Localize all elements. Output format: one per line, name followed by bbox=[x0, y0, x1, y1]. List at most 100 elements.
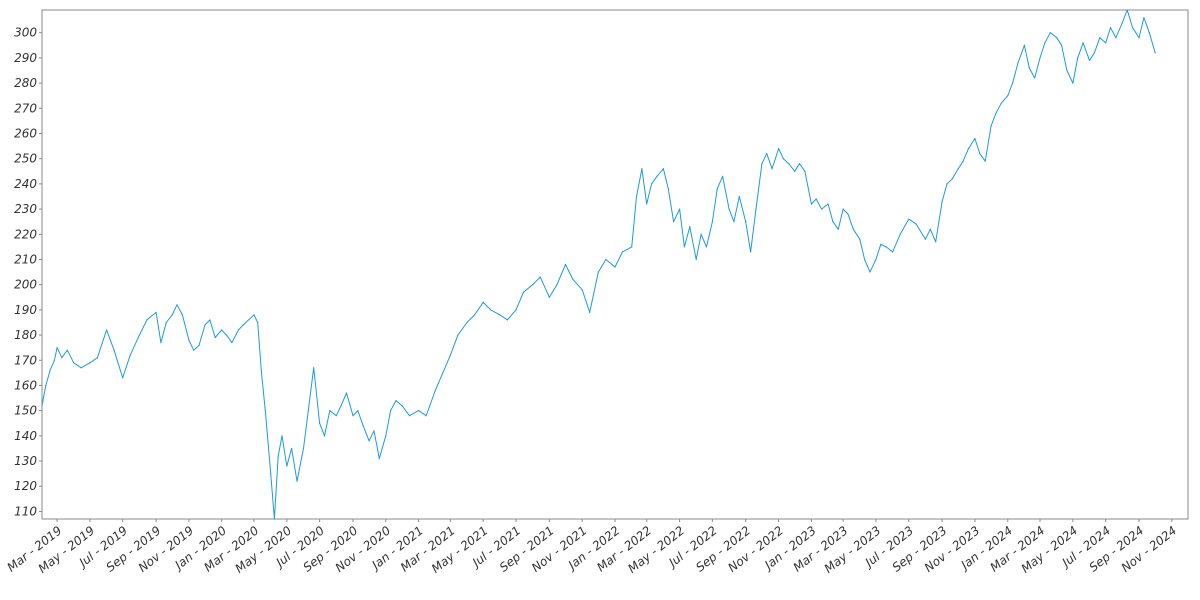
data-point bbox=[237, 329, 239, 331]
data-point bbox=[689, 226, 691, 228]
data-point bbox=[749, 251, 752, 253]
y-tick-label: 240 bbox=[14, 177, 37, 191]
data-point bbox=[974, 137, 976, 140]
data-point bbox=[1105, 42, 1107, 44]
y-tick-label: 250 bbox=[14, 152, 37, 166]
data-point bbox=[401, 405, 403, 407]
data-point bbox=[798, 163, 801, 165]
data-point bbox=[248, 319, 250, 321]
data-point bbox=[656, 175, 658, 177]
y-tick-label: 290 bbox=[14, 51, 37, 65]
data-point bbox=[995, 112, 997, 114]
data-point bbox=[1077, 57, 1079, 59]
data-point bbox=[1066, 69, 1068, 72]
data-point bbox=[967, 147, 970, 150]
data-point bbox=[788, 163, 790, 165]
data-point bbox=[722, 175, 724, 177]
data-point bbox=[766, 153, 768, 155]
data-point bbox=[794, 170, 796, 172]
data-point bbox=[847, 213, 849, 215]
data-point bbox=[1049, 32, 1051, 34]
data-point bbox=[357, 410, 359, 412]
data-point bbox=[221, 329, 223, 331]
data-point bbox=[1039, 57, 1041, 59]
data-point bbox=[597, 271, 599, 273]
data-point bbox=[231, 342, 233, 344]
data-point bbox=[815, 198, 817, 200]
data-point bbox=[340, 405, 342, 407]
data-point bbox=[683, 246, 686, 248]
data-point bbox=[832, 221, 834, 223]
data-point bbox=[641, 168, 643, 170]
data-point bbox=[242, 324, 244, 326]
data-point bbox=[171, 314, 173, 316]
data-point bbox=[408, 415, 411, 417]
data-point bbox=[589, 311, 591, 313]
data-point bbox=[705, 246, 708, 248]
data-point bbox=[929, 228, 931, 230]
data-point bbox=[556, 284, 558, 286]
data-point bbox=[56, 347, 58, 349]
data-point bbox=[390, 410, 392, 412]
data-point bbox=[1148, 32, 1150, 34]
data-point bbox=[490, 309, 492, 311]
data-point bbox=[869, 271, 871, 273]
data-point bbox=[885, 246, 887, 248]
data-point bbox=[880, 243, 882, 245]
data-point bbox=[1154, 52, 1156, 54]
series-0 bbox=[41, 9, 1156, 520]
data-point bbox=[650, 183, 653, 185]
y-tick-label: 300 bbox=[14, 26, 37, 40]
y-tick-label: 200 bbox=[14, 278, 37, 292]
y-tick-label: 130 bbox=[14, 454, 37, 468]
data-point bbox=[291, 447, 293, 450]
data-point bbox=[745, 221, 747, 223]
data-point bbox=[253, 314, 255, 316]
data-point bbox=[572, 279, 574, 281]
y-tick-label: 230 bbox=[14, 202, 37, 216]
data-point bbox=[810, 203, 812, 205]
data-point bbox=[728, 208, 730, 210]
data-point bbox=[915, 223, 917, 225]
data-point bbox=[539, 276, 541, 278]
data-point bbox=[673, 221, 675, 223]
data-point bbox=[122, 377, 124, 379]
data-point bbox=[66, 349, 68, 351]
data-point bbox=[165, 321, 167, 324]
data-point bbox=[1017, 62, 1019, 64]
data-point bbox=[257, 321, 259, 324]
data-point bbox=[515, 309, 517, 311]
data-point bbox=[662, 168, 665, 170]
data-point bbox=[581, 289, 583, 291]
data-point bbox=[319, 422, 321, 424]
data-point bbox=[473, 314, 476, 316]
data-point bbox=[378, 457, 380, 460]
data-point bbox=[935, 241, 937, 243]
data-point bbox=[434, 389, 436, 392]
data-point bbox=[1115, 37, 1117, 39]
data-point bbox=[499, 314, 501, 316]
data-point bbox=[73, 362, 75, 364]
data-point bbox=[957, 168, 959, 170]
y-tick-label: 220 bbox=[14, 227, 37, 241]
data-point bbox=[962, 160, 964, 162]
data-point bbox=[80, 367, 82, 369]
data-point bbox=[1000, 102, 1002, 104]
data-point bbox=[273, 518, 276, 520]
data-point bbox=[385, 435, 387, 437]
data-point bbox=[1060, 44, 1063, 46]
data-point bbox=[864, 258, 866, 261]
data-point bbox=[181, 314, 184, 316]
data-point bbox=[466, 321, 468, 324]
data-point bbox=[209, 319, 211, 321]
data-point bbox=[146, 319, 148, 321]
data-point bbox=[96, 357, 99, 359]
y-tick-label: 210 bbox=[14, 252, 37, 266]
data-point bbox=[89, 362, 91, 364]
y-tick-label: 280 bbox=[14, 76, 37, 90]
data-point bbox=[1131, 27, 1134, 29]
data-point bbox=[852, 228, 854, 230]
data-point bbox=[1044, 42, 1046, 44]
data-point bbox=[373, 430, 375, 432]
